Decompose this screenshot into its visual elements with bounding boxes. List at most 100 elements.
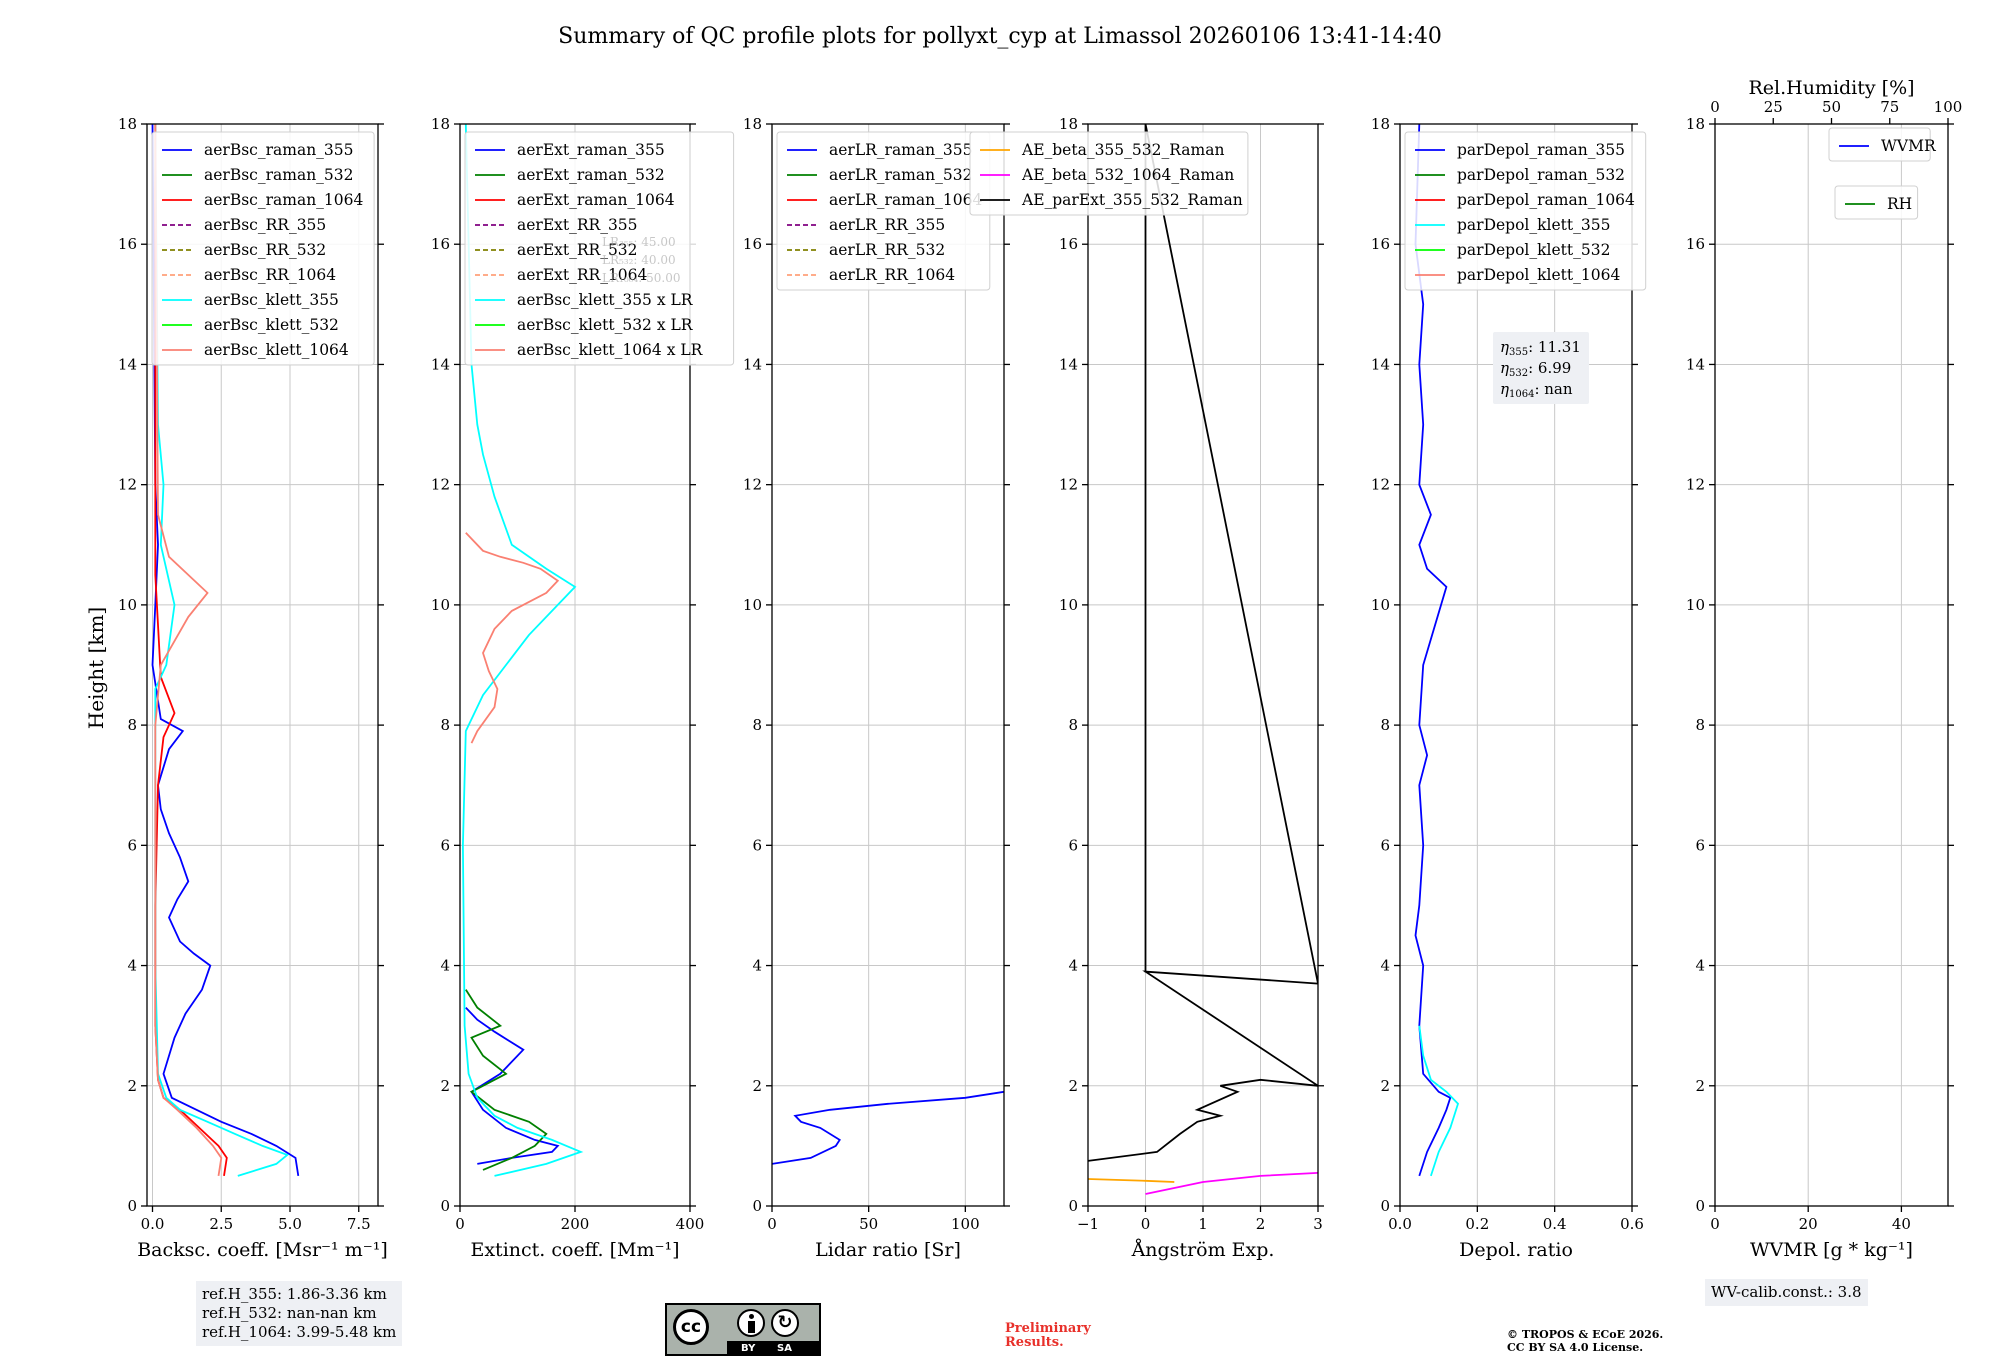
tick-label-x-top: 50	[1822, 98, 1841, 116]
tick-label-y: 10	[1371, 596, 1390, 614]
tick-label-y: 12	[1686, 476, 1705, 494]
tick-label-x: 0.0	[1388, 1215, 1412, 1233]
cc-icon: cc	[673, 1309, 709, 1345]
tick-label-y: 12	[743, 476, 762, 494]
tick-label-x: 100	[951, 1215, 980, 1233]
tick-label-y: 4	[1068, 957, 1078, 975]
wv-calib-box: WV-calib.const.: 3.8	[1705, 1279, 1868, 1306]
eta-label: η532: 6.99	[1500, 359, 1571, 379]
tick-label-x: 5.0	[278, 1215, 302, 1233]
ref-height-532: ref.H_532: nan-nan km	[202, 1304, 377, 1322]
legend	[464, 131, 735, 366]
tick-label-y: 10	[1686, 596, 1705, 614]
tick-label-y: 14	[1686, 355, 1705, 373]
tick-label-x-top: 75	[1880, 98, 1899, 116]
series-aerBsc_klett_1064	[154, 124, 223, 1177]
legend-label: aerExt_raman_355	[517, 141, 665, 159]
tick-label-y: 10	[431, 596, 450, 614]
tick-label-y: 8	[1695, 716, 1705, 734]
legend-label: WVMR	[1881, 137, 1937, 155]
figure-title: Summary of QC profile plots for pollyxt_…	[558, 24, 1442, 49]
ref-height-1064: ref.H_1064: 3.99-5.48 km	[202, 1323, 397, 1341]
legend-label: aerLR_raman_355	[829, 141, 972, 159]
series-parDepol_klett_355	[1418, 1025, 1460, 1177]
tick-label-y: 10	[118, 596, 137, 614]
tick-label-x: 0	[455, 1215, 465, 1233]
tick-label-y: 18	[431, 115, 450, 133]
legend-label: aerBsc_RR_1064	[204, 266, 336, 284]
tick-label-x: −1	[1077, 1215, 1099, 1233]
tick-label-y: 0	[1380, 1197, 1390, 1215]
tick-label-y: 12	[431, 476, 450, 494]
copyright-line-1: © TROPOS & ECoE 2026.	[1507, 1328, 1664, 1341]
legend-label: RH	[1887, 195, 1912, 213]
tick-label-x: 20	[1799, 1215, 1818, 1233]
tick-label-y: 6	[1695, 836, 1705, 854]
tick-label-y: 16	[743, 235, 762, 253]
tick-label-x: 0.6	[1620, 1215, 1644, 1233]
legend-label: aerExt_raman_1064	[517, 191, 675, 209]
x-axis-label: Ångström Exp.	[1131, 1239, 1275, 1261]
legend-label: aerExt_raman_532	[517, 166, 665, 184]
tick-label-y: 16	[118, 235, 137, 253]
legend-label: parDepol_klett_355	[1457, 216, 1610, 234]
legend-label: AE_beta_532_1064_Raman	[1021, 166, 1234, 184]
tick-label-y: 2	[127, 1077, 137, 1095]
preliminary-line-1: Preliminary	[1005, 1321, 1091, 1336]
series-aerExt_raman_355	[465, 1006, 560, 1165]
tick-label-y: 18	[1059, 115, 1078, 133]
cc-by-text: BY	[741, 1343, 756, 1354]
ref-height-box: ref.H_355: 1.86-3.36 km ref.H_532: nan-n…	[196, 1281, 403, 1346]
tick-label-y: 12	[118, 476, 137, 494]
legend-label: aerBsc_klett_355	[204, 291, 339, 309]
x-axis-label: Lidar ratio [Sr]	[815, 1239, 961, 1261]
tick-label-y: 4	[1380, 957, 1390, 975]
tick-label-y: 8	[752, 716, 762, 734]
legend-label: aerBsc_raman_355	[204, 141, 354, 159]
legend-rh	[1834, 185, 1919, 220]
legend-label: aerLR_RR_532	[829, 241, 945, 259]
cc-by-sa-strip: BY SA	[727, 1341, 819, 1356]
lr-note: LR₅₃₂: 40.00	[602, 253, 676, 267]
tick-label-y: 8	[440, 716, 450, 734]
tick-label-y: 12	[1371, 476, 1390, 494]
tick-label-y: 16	[1059, 235, 1078, 253]
legend-label: parDepol_raman_355	[1457, 141, 1625, 159]
tick-label-y: 18	[1686, 115, 1705, 133]
legend-label: aerLR_RR_1064	[829, 266, 955, 284]
ref-height-355: ref.H_355: 1.86-3.36 km	[202, 1285, 387, 1303]
legend-label: AE_beta_355_532_Raman	[1021, 141, 1224, 159]
series-group	[461, 124, 584, 1177]
panel-wv: 0 2 4 6 8 10 12 14 16 18 0 20 40 WVMR [g * kg⁻¹] 0 25 50…	[1686, 77, 1962, 1261]
legend-label: parDepol_klett_532	[1457, 241, 1610, 259]
legend	[151, 131, 375, 366]
wv-calib-text: WV-calib.const.: 3.8	[1711, 1283, 1862, 1301]
panel-bsc: 0 2 4 6 8 10 12 14 16 18 0.0 2.5 5.0 7.5 Backsc. coeff…	[118, 115, 388, 1261]
legend-label: aerLR_raman_1064	[829, 191, 982, 209]
tick-label-x: 2.5	[209, 1215, 233, 1233]
series-AE_parExt_355_532_Raman	[1088, 124, 1318, 1162]
tick-label-y: 4	[127, 957, 137, 975]
legend-label: aerBsc_klett_1064	[204, 341, 349, 359]
tick-label-y: 4	[752, 957, 762, 975]
tick-label-x: 0	[767, 1215, 777, 1233]
legend	[1404, 131, 1647, 291]
lr-note: LR₁₀₆₄: 50.00	[602, 271, 680, 285]
series-AE_beta_532_1064_Raman	[1145, 1172, 1318, 1195]
preliminary-note: Preliminary Results.	[1005, 1322, 1091, 1350]
panel-ext: 0 2 4 6 8 10 12 14 16 18 0 200 400 Extinct. coeff. [M…	[431, 115, 735, 1261]
tick-label-y: 8	[1068, 716, 1078, 734]
axes-frame	[771, 123, 1005, 1207]
series-group	[1088, 124, 1318, 1195]
axes-frame	[146, 123, 379, 1207]
tick-label-x: 7.5	[347, 1215, 371, 1233]
tick-label-y: 6	[127, 836, 137, 854]
series-aerBsc_klett_355 x LR	[461, 124, 584, 1177]
legend-label: aerBsc_klett_532	[204, 316, 339, 334]
eta-label: η355: 11.31	[1500, 338, 1581, 358]
legend-label: aerExt_RR_355	[517, 216, 638, 234]
panel-dep: 0 2 4 6 8 10 12 14 16 18 0.0 0.2 0.4 0.6 Depol. ratio p…	[1371, 115, 1647, 1261]
tick-label-y: 4	[1695, 957, 1705, 975]
y-axis-label: Height [km]	[84, 607, 108, 729]
